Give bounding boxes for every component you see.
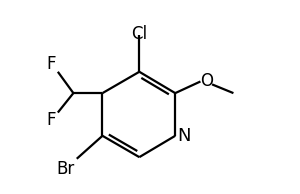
Text: Cl: Cl bbox=[131, 25, 147, 43]
Text: F: F bbox=[46, 55, 56, 73]
Text: O: O bbox=[200, 73, 213, 90]
Text: Br: Br bbox=[56, 160, 75, 178]
Text: N: N bbox=[177, 127, 191, 145]
Text: F: F bbox=[46, 111, 56, 129]
